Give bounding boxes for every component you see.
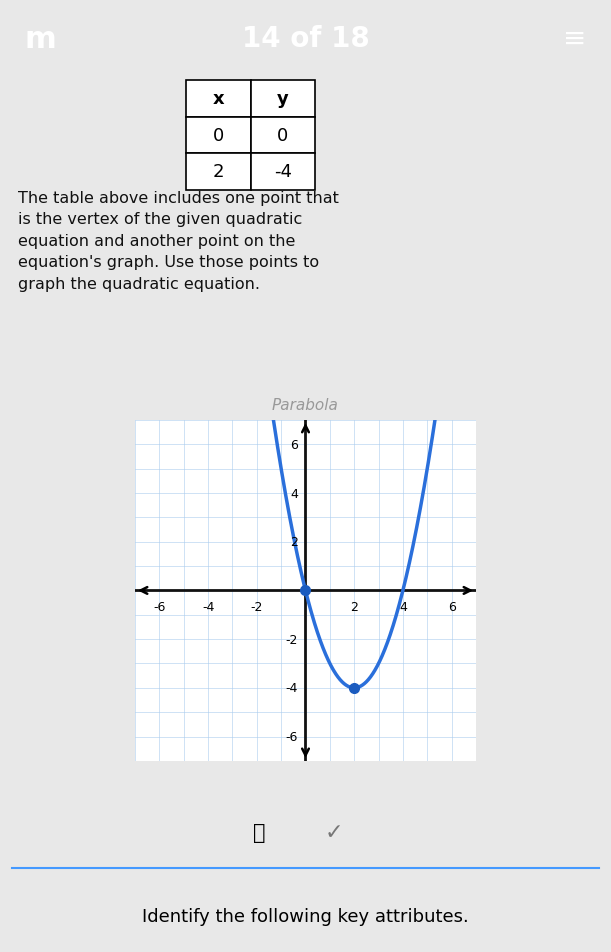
Text: 4: 4 bbox=[399, 601, 407, 613]
Bar bbox=[251, 154, 315, 190]
Text: -6: -6 bbox=[153, 601, 166, 613]
Text: Identify the following key attributes.: Identify the following key attributes. bbox=[142, 907, 469, 924]
Text: 🗑: 🗑 bbox=[254, 822, 266, 842]
Text: 14 of 18: 14 of 18 bbox=[241, 25, 370, 53]
Bar bbox=[251, 117, 315, 154]
Bar bbox=[186, 154, 251, 190]
Text: The table above includes one point that
is the vertex of the given quadratic
equ: The table above includes one point that … bbox=[18, 190, 339, 291]
Text: y: y bbox=[277, 90, 288, 109]
Text: x: x bbox=[213, 90, 224, 109]
Text: 6: 6 bbox=[448, 601, 456, 613]
Bar bbox=[251, 81, 315, 117]
Text: -2: -2 bbox=[251, 601, 263, 613]
Bar bbox=[186, 81, 251, 117]
Text: 0: 0 bbox=[213, 127, 224, 145]
Text: 2: 2 bbox=[213, 163, 224, 181]
Text: -4: -4 bbox=[202, 601, 214, 613]
Text: -4: -4 bbox=[274, 163, 292, 181]
Text: 4: 4 bbox=[290, 487, 298, 500]
Text: ≡: ≡ bbox=[563, 25, 587, 53]
Text: m: m bbox=[24, 25, 56, 53]
Text: 2: 2 bbox=[290, 536, 298, 548]
Bar bbox=[186, 117, 251, 154]
Text: ✓: ✓ bbox=[325, 822, 343, 842]
Text: -4: -4 bbox=[286, 682, 298, 695]
Text: -2: -2 bbox=[286, 633, 298, 646]
Text: 6: 6 bbox=[290, 438, 298, 451]
Text: 2: 2 bbox=[350, 601, 358, 613]
Text: -6: -6 bbox=[286, 730, 298, 744]
Text: 0: 0 bbox=[277, 127, 288, 145]
Text: Parabola: Parabola bbox=[272, 397, 339, 412]
